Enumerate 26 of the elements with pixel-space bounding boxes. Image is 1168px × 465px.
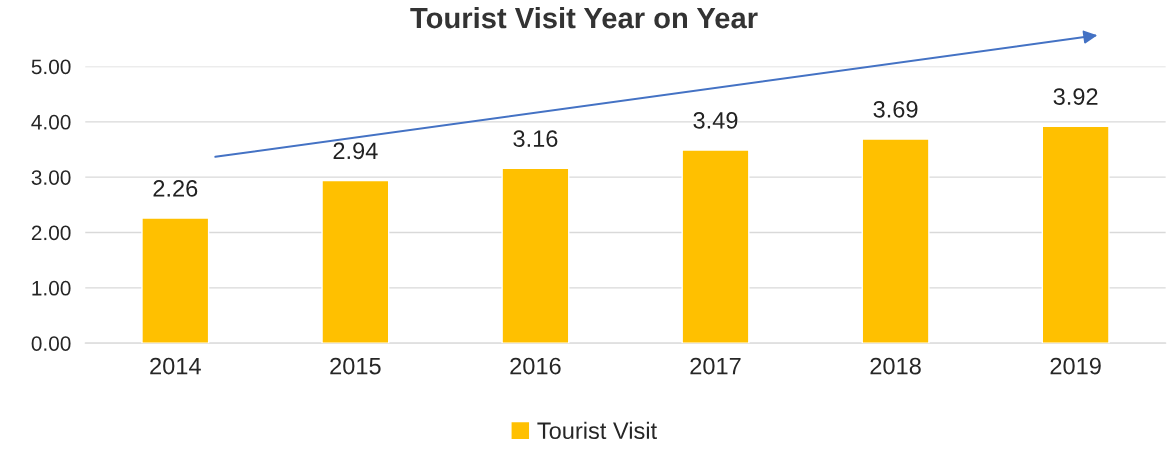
y-tick-label: 5.00 xyxy=(31,59,71,75)
chart-title: Tourist Visit Year on Year xyxy=(410,6,758,29)
x-tick-label: 2019 xyxy=(1050,357,1101,375)
data-label: 3.16 xyxy=(513,130,558,147)
x-tick-label: 2016 xyxy=(510,357,561,375)
bar xyxy=(321,179,390,344)
legend-label: Tourist Visit xyxy=(537,421,657,440)
bar xyxy=(141,217,210,344)
data-label: 2.94 xyxy=(333,142,378,160)
bar xyxy=(681,149,750,344)
x-tick-label: 2015 xyxy=(330,357,381,375)
bar xyxy=(861,138,930,344)
data-label: 3.49 xyxy=(693,112,738,129)
bar xyxy=(1041,125,1110,344)
y-tick-label: 2.00 xyxy=(31,225,71,241)
data-label: 2.26 xyxy=(153,180,198,197)
y-tick-label: 3.00 xyxy=(31,170,71,185)
y-tick-label: 4.00 xyxy=(31,114,71,130)
data-label: 3.69 xyxy=(873,100,918,118)
x-tick-label: 2014 xyxy=(150,357,201,375)
y-tick-label: 1.00 xyxy=(32,280,71,296)
x-tick-label: 2017 xyxy=(690,357,741,375)
bar xyxy=(501,167,570,344)
y-tick-label: 0.00 xyxy=(31,336,71,351)
x-tick-label: 2018 xyxy=(870,357,921,375)
data-label: 3.92 xyxy=(1053,88,1098,105)
